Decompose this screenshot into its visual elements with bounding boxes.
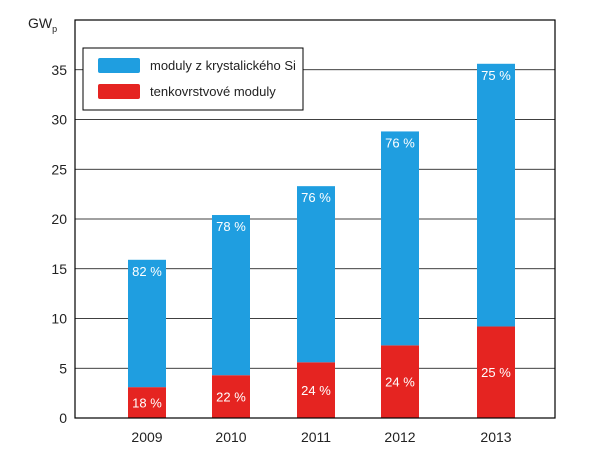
bar-thinfilm-2013 [477, 326, 515, 418]
bar-thinfilm-2012 [381, 345, 419, 418]
y-tick-label: 35 [51, 62, 67, 78]
y-axis-ticks: 0 5 10 15 20 25 30 35 [51, 62, 67, 426]
x-tick-label: 2013 [480, 429, 511, 445]
bar-label-thinfilm-2009: 18 % [132, 396, 162, 411]
y-tick-label: 0 [59, 410, 67, 426]
bar-label-thinfilm-2011: 24 % [301, 383, 331, 398]
bar-label-thinfilm-2012: 24 % [385, 375, 415, 390]
bar-crystalline-2012 [381, 131, 419, 346]
y-tick-label: 25 [51, 161, 67, 177]
y-tick-label: 10 [51, 311, 67, 327]
bar-label-crystalline-2009: 82 % [132, 264, 162, 279]
bar-crystalline-2010 [212, 215, 250, 376]
bar-crystalline-2013 [477, 63, 515, 327]
y-tick-label: 20 [51, 211, 67, 227]
legend-label-thinfilm: tenkovrstvové moduly [150, 84, 276, 99]
legend-swatch-crystalline [98, 58, 140, 73]
y-tick-label: 15 [51, 261, 67, 277]
bar-label-thinfilm-2010: 22 % [216, 390, 246, 405]
bar-label-crystalline-2011: 76 % [301, 190, 331, 205]
bar-label-thinfilm-2013: 25 % [481, 365, 511, 380]
bars: 18 % 82 % 22 % 78 % 24 % 76 % 24 % 76 % 25 % 75 % [128, 63, 515, 418]
legend-label-crystalline: moduly z krystalického Si [150, 58, 296, 73]
y-tick-label: 5 [59, 360, 67, 376]
y-axis-unit: GWp [28, 15, 57, 34]
bar-thinfilm-2009 [128, 387, 166, 418]
bar-label-crystalline-2010: 78 % [216, 219, 246, 234]
legend-swatch-thinfilm [98, 84, 140, 99]
bar-crystalline-2009 [128, 259, 166, 388]
bar-label-crystalline-2013: 75 % [481, 68, 511, 83]
plot-frame [74, 19, 556, 419]
bar-crystalline-2011 [297, 186, 335, 363]
x-tick-label: 2010 [215, 429, 246, 445]
x-tick-label: 2012 [384, 429, 415, 445]
bar-label-crystalline-2012: 76 % [385, 135, 415, 150]
y-tick-label: 30 [51, 112, 67, 128]
bar-thinfilm-2011 [297, 362, 335, 418]
x-tick-label: 2009 [131, 429, 162, 445]
legend: moduly z krystalického Si tenkovrstvové … [82, 47, 304, 111]
bar-thinfilm-2010 [212, 375, 250, 418]
x-tick-label: 2011 [301, 429, 331, 445]
x-axis-ticks: 2009 2010 2011 2012 2013 [131, 429, 511, 445]
